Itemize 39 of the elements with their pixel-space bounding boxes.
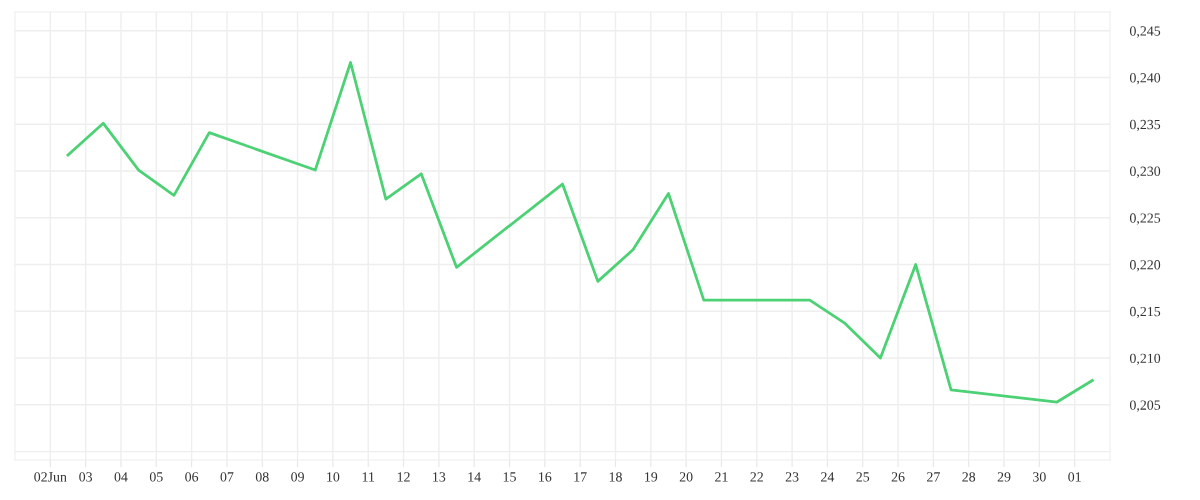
x-tick-label: 25 [856, 472, 870, 482]
x-tick-label: 12 [397, 472, 410, 482]
y-tick-label: 0,235 [1129, 119, 1161, 132]
x-tick-label: 04 [114, 472, 128, 482]
x-tick-label: 14 [468, 472, 481, 482]
x-tick-label: 07 [220, 472, 234, 482]
x-tick-label: 17 [574, 472, 587, 482]
y-tick-label: 0,205 [1129, 400, 1161, 412]
x-tick-label: 22 [750, 472, 763, 482]
x-tick-label: 18 [609, 472, 622, 482]
x-tick-label: 03 [79, 472, 93, 482]
x-tick-label: 24 [821, 472, 835, 482]
x-tick-label: 28 [962, 472, 976, 482]
x-tick-label: 27 [927, 472, 940, 482]
x-tick-label: 09 [291, 472, 304, 482]
x-tick-label: 02Jun [34, 472, 67, 482]
x-tick-label: 15 [503, 472, 516, 482]
x-tick-label: 16 [539, 472, 552, 482]
y-tick-label: 0,220 [1129, 260, 1161, 272]
x-tick-label: 01 [1068, 472, 1081, 482]
x-tick-label: 30 [1033, 472, 1046, 482]
y-tick-label: 0,215 [1129, 306, 1161, 319]
x-tick-label: 21 [715, 472, 728, 482]
x-tick-label: 05 [149, 472, 163, 482]
x-tick-label: 10 [327, 472, 340, 482]
y-tick-label: 0,210 [1129, 353, 1161, 366]
y-tick-label: 0,245 [1129, 26, 1161, 38]
x-tick-label: 20 [679, 472, 693, 482]
x-tick-label: 26 [891, 472, 905, 482]
y-tick-label: 0,225 [1129, 213, 1161, 225]
y-tick-label: 0,240 [1129, 73, 1161, 85]
x-tick-label: 29 [997, 472, 1011, 482]
y-tick-label: 0,230 [1129, 166, 1161, 178]
x-tick-label: 19 [645, 472, 658, 482]
x-tick-label: 08 [255, 472, 269, 482]
x-tick-label: 23 [785, 472, 799, 482]
x-tick-label: 06 [185, 472, 199, 482]
x-tick-label: 11 [362, 472, 375, 482]
x-tick-label: 13 [433, 472, 446, 482]
